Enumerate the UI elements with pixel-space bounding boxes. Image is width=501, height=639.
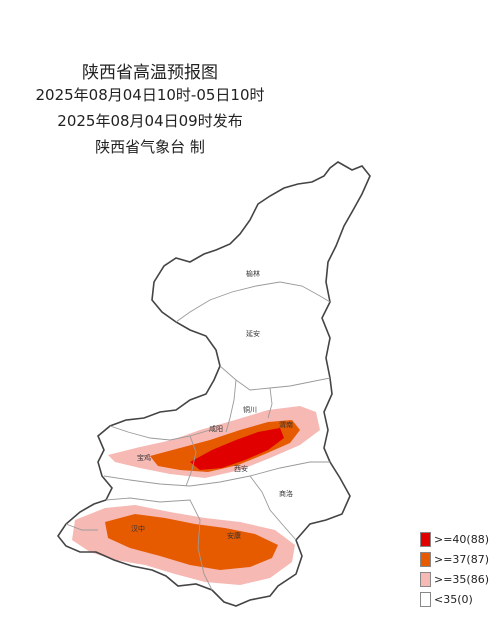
legend-label: >=40(88) — [434, 532, 490, 546]
legend: >=40(88) >=37(87) >=35(86) <35(0) — [420, 530, 489, 610]
city-labels: 榆林 延安 铜川 咸阳 渭南 宝鸡 西安 商洛 汉中 安康 — [131, 269, 293, 540]
zone-40-guanzhong — [190, 428, 284, 470]
issuer: 陕西省气象台 制 — [95, 138, 205, 156]
city-label-yanan: 延安 — [246, 329, 260, 338]
legend-swatch — [420, 551, 431, 567]
legend-label: >=35(86) — [434, 572, 490, 586]
city-label-xian: 西安 — [234, 464, 248, 473]
city-boundaries — [65, 281, 331, 591]
city-label-weinan: 渭南 — [279, 420, 293, 429]
legend-swatch — [420, 571, 431, 587]
heat-zones — [72, 406, 320, 585]
forecast-period: 2025年08月04日10时-05日10时 — [35, 86, 265, 104]
map-title: 陕西省高温预报图 — [82, 63, 218, 83]
city-label-tongchuan: 铜川 — [243, 405, 257, 414]
legend-item: >=35(86) — [420, 570, 489, 588]
legend-label: <35(0) — [434, 592, 473, 606]
city-label-baoji: 宝鸡 — [137, 453, 151, 462]
city-label-hanzhong: 汉中 — [131, 524, 145, 533]
legend-item: >=40(88) — [420, 530, 489, 548]
city-label-yulin: 榆林 — [246, 269, 260, 278]
city-label-shangluo: 商洛 — [279, 489, 293, 498]
zone-37-south — [105, 514, 278, 570]
city-label-ankang: 安康 — [227, 531, 241, 540]
issue-time: 2025年08月04日09时发布 — [57, 112, 243, 130]
legend-swatch — [420, 531, 431, 547]
city-label-xianyang: 咸阳 — [209, 424, 223, 433]
legend-item: <35(0) — [420, 590, 489, 608]
legend-swatch — [420, 591, 431, 607]
legend-label: >=37(87) — [434, 552, 490, 566]
legend-item: >=37(87) — [420, 550, 489, 568]
